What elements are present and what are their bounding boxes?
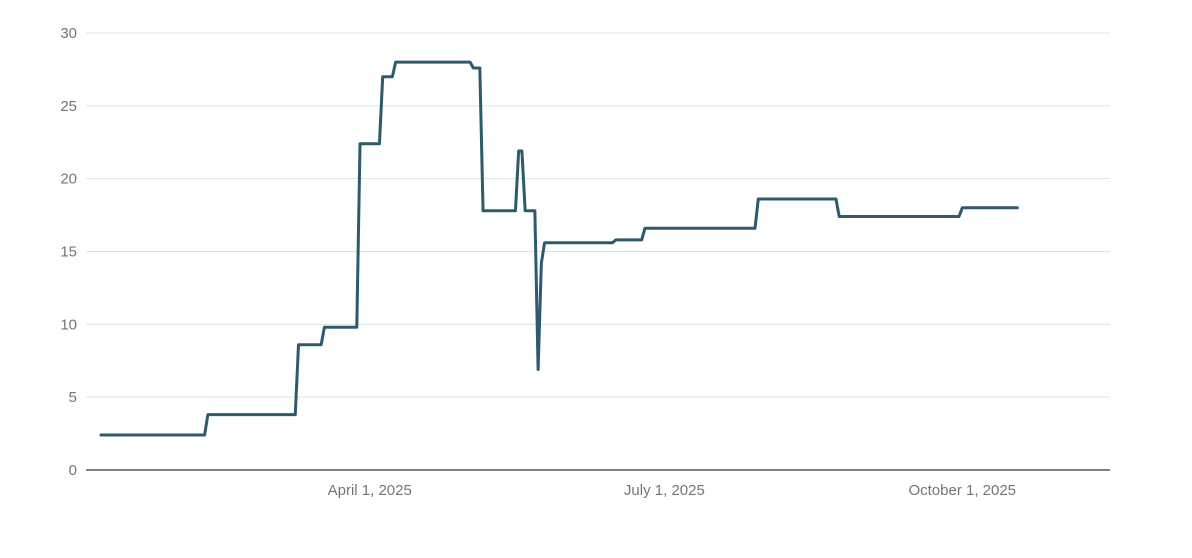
y-tick-label: 10 [60,316,77,333]
y-tick-label: 20 [60,171,77,188]
y-tick-label: 30 [60,25,77,42]
y-tick-label: 25 [60,98,77,115]
x-tick-label: October 1, 2025 [908,482,1016,499]
series-line [99,60,1019,437]
series-group [99,60,1019,437]
y-tick-label: 0 [69,462,77,479]
x-tick-label: July 1, 2025 [624,482,705,499]
y-tick-label: 15 [60,244,77,261]
y-tick-label: 5 [69,389,77,406]
x-axis-ticks: April 1, 2025 July 1, 2025 October 1, 2025 [328,482,1016,499]
y-axis-ticks: 0 5 10 15 20 25 30 [60,25,77,479]
gridlines [86,32,1110,398]
x-tick-label: April 1, 2025 [328,482,412,499]
